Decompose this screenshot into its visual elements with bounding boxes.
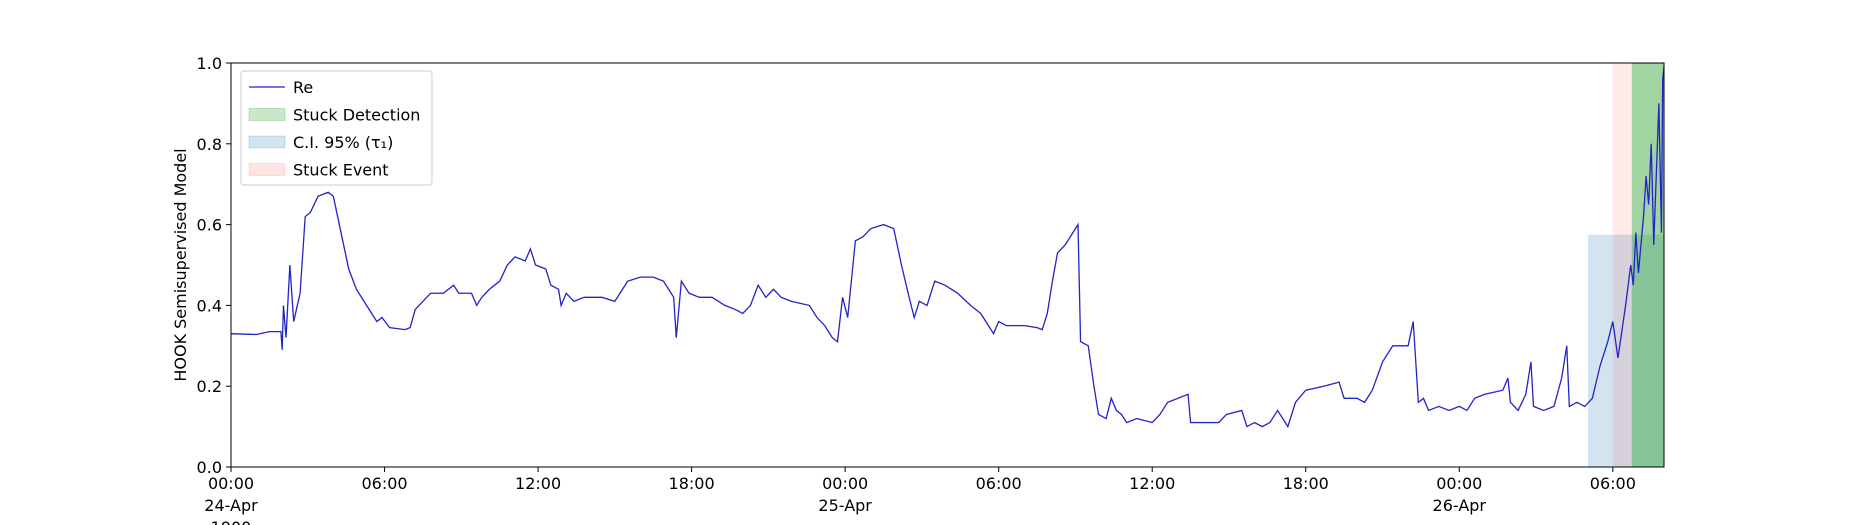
y-tick-label: 0.2 (197, 377, 222, 396)
legend-label: Re (293, 78, 313, 97)
span (1612, 63, 1632, 467)
legend-label: C.I. 95% (τ₁) (293, 133, 393, 152)
x-tick-label: 18:00 (669, 474, 715, 493)
span (1587, 234, 1664, 467)
x-tick-label: 00:00 26-Apr (1433, 474, 1487, 515)
span (1631, 63, 1664, 467)
legend-label: Stuck Detection (293, 106, 420, 125)
legend-box (240, 70, 433, 186)
x-tick-label: 06:00 (361, 474, 407, 493)
legend-label: Stuck Event (293, 161, 389, 180)
x-tick-label: 12:00 (515, 474, 561, 493)
y-tick-label: 1.0 (197, 54, 222, 73)
legend-patch (248, 135, 286, 149)
y-tick-label: 0.0 (197, 458, 222, 477)
x-tick-label: 06:00 (1590, 474, 1636, 493)
x-tick-label: 18:00 (1283, 474, 1329, 493)
y-tick-label: 0.6 (197, 216, 222, 235)
legend-patch (248, 163, 286, 176)
x-tick-label: 00:00 25-Apr (818, 474, 872, 515)
x-tick-label: 12:00 (1129, 474, 1175, 493)
y-tick-label: 0.4 (197, 296, 222, 315)
plot-frame (230, 62, 1665, 468)
legend-patch (248, 108, 286, 121)
y-axis-label: HOOK Semisupervised Model (171, 148, 190, 381)
y-tick-label: 0.8 (197, 135, 222, 154)
x-tick-label: 06:00 (976, 474, 1022, 493)
data-line (230, 66, 1665, 429)
